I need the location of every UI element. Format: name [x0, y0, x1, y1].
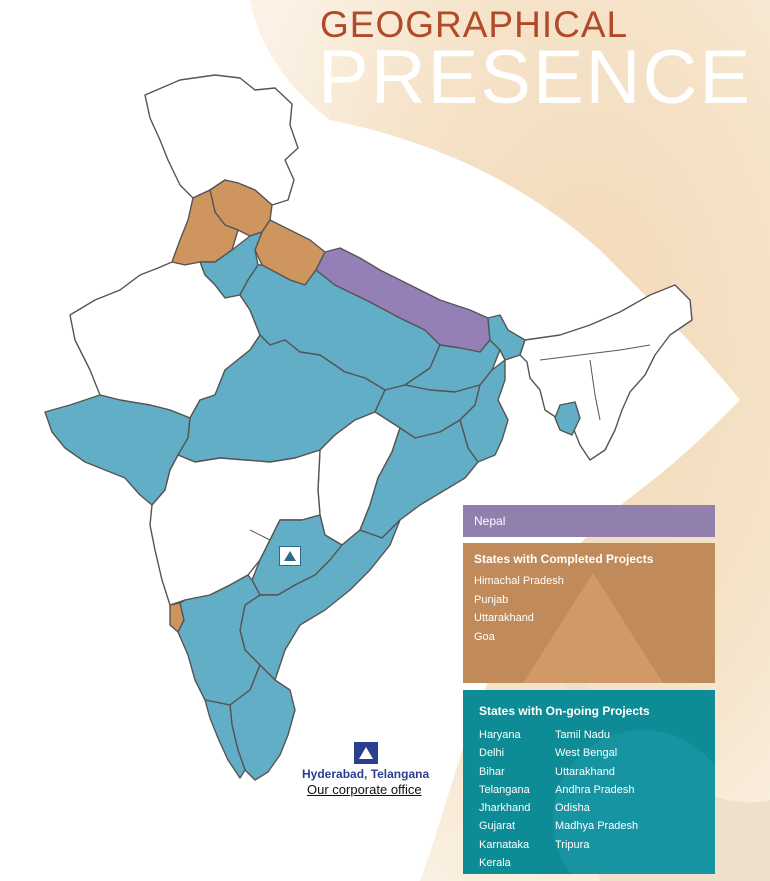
- ongoing-heading: States with On-going Projects: [479, 704, 650, 718]
- legend-completed: States with Completed Projects Himachal …: [463, 543, 715, 683]
- list-item: Uttarakhand: [474, 612, 534, 624]
- list-item: Punjab: [474, 593, 509, 606]
- region-north-east: [519, 284, 693, 461]
- list-item: Tripura: [555, 838, 590, 851]
- title-line-2: PRESENCE: [318, 35, 753, 120]
- list-item: Gujarat: [479, 820, 516, 833]
- ongoing-list-col2: Tamil Nadu West Bengal Uttarakhand Andhr…: [555, 726, 638, 854]
- list-item: Andhra Pradesh: [555, 783, 635, 796]
- list-item: Kerala: [479, 857, 511, 870]
- completed-list: Himachal Pradesh Punjab Uttarakhand Goa: [474, 572, 564, 646]
- list-item: Madhya Pradesh: [555, 820, 639, 833]
- state-tripura: [554, 401, 581, 436]
- list-item: Goa: [474, 630, 495, 643]
- list-item: Himachal Pradesh: [474, 575, 564, 587]
- list-item: Odisha: [555, 802, 590, 815]
- list-item: Jharkhand: [479, 802, 531, 815]
- list-item: Bihar: [479, 765, 505, 778]
- title-line-1: GEOGRAPHICAL: [320, 4, 629, 45]
- office-label: Our corporate office: [307, 782, 422, 797]
- completed-decoration: [523, 573, 663, 683]
- list-item: Haryana: [479, 729, 521, 741]
- office-pin-icon: [279, 546, 301, 566]
- region-jammu-kashmir: [144, 74, 299, 206]
- list-item: Karnataka: [479, 838, 530, 851]
- list-item: West Bengal: [555, 747, 618, 760]
- list-item: Telangana: [479, 783, 530, 796]
- completed-heading: States with Completed Projects: [474, 552, 654, 566]
- legend-nepal: Nepal: [463, 505, 715, 537]
- company-logo-icon: [354, 742, 378, 764]
- state-odisha: [359, 419, 479, 539]
- office-location: Hyderabad, Telangana: [302, 767, 430, 781]
- state-kerala: [204, 699, 246, 779]
- state-karnataka: [177, 574, 261, 706]
- list-item: Uttarakhand: [555, 765, 615, 778]
- legend-nepal-label: Nepal: [474, 514, 506, 528]
- list-item: Tamil Nadu: [555, 729, 611, 741]
- ongoing-list-col1: Haryana Delhi Bihar Telangana Jharkhand …: [479, 726, 530, 872]
- list-item: Delhi: [479, 747, 505, 760]
- legend-ongoing: States with On-going Projects Haryana De…: [463, 690, 715, 874]
- ongoing-decoration: [553, 730, 715, 874]
